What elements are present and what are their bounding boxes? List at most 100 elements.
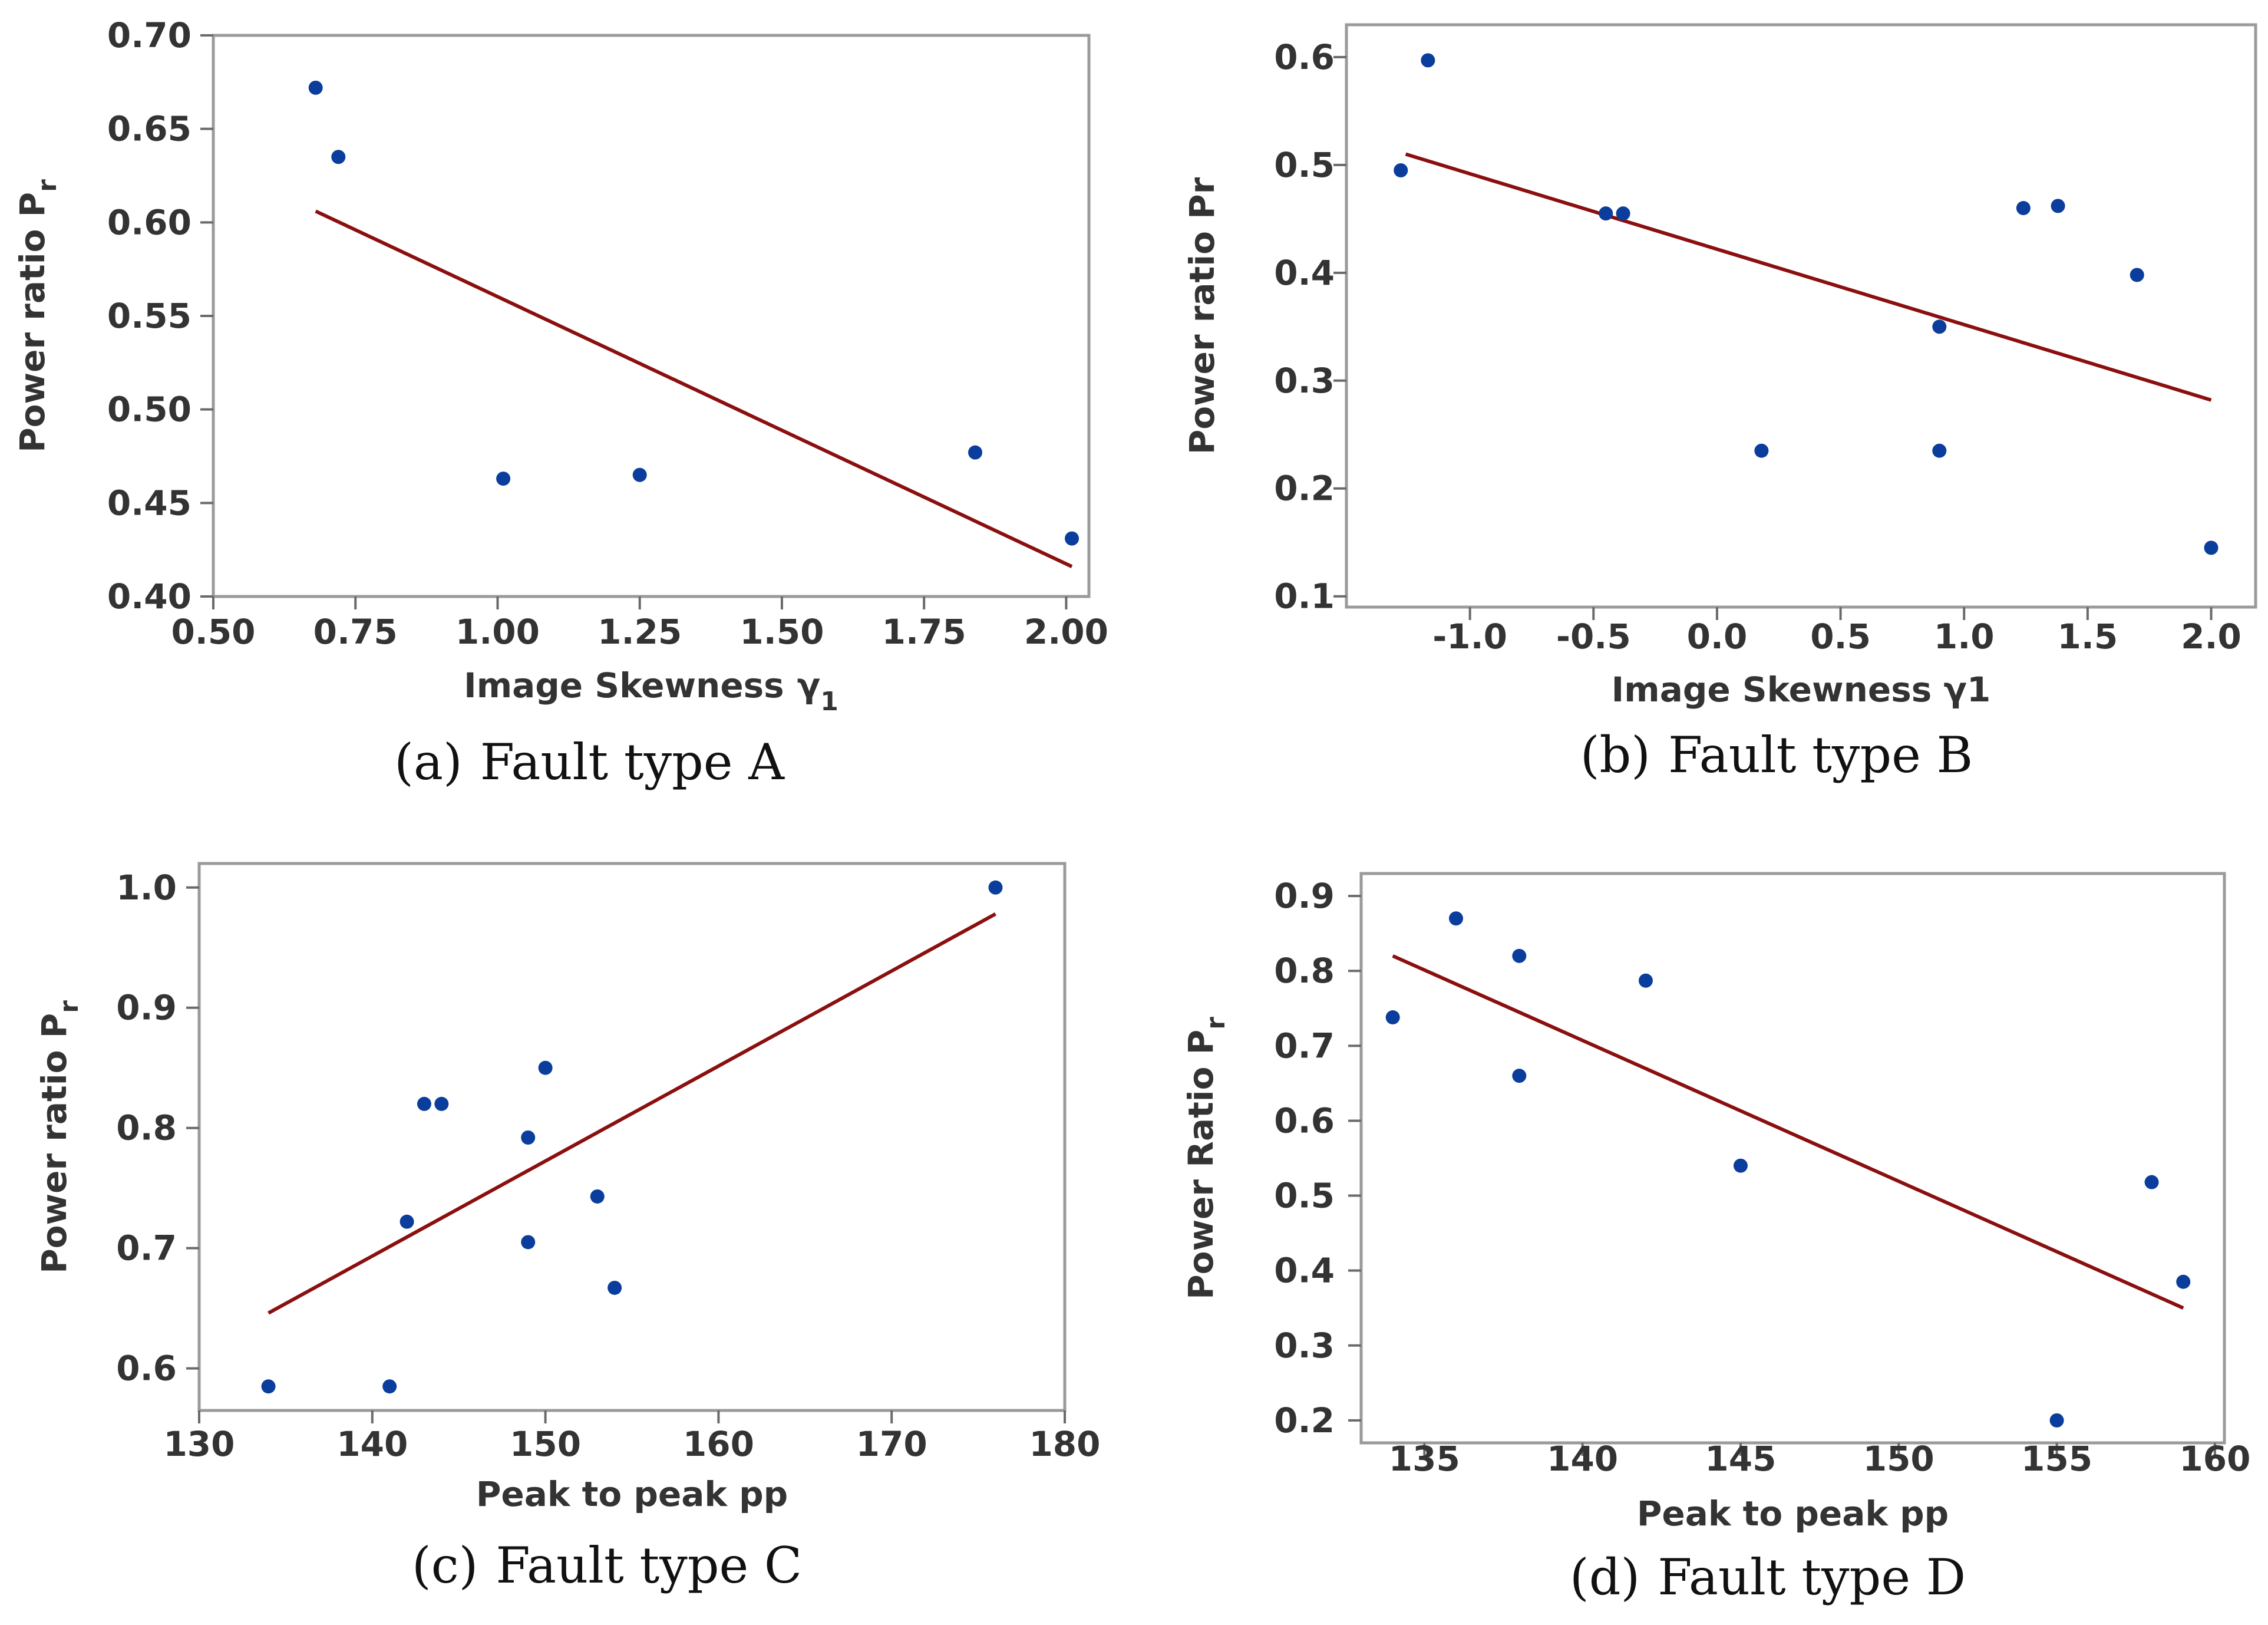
panel-d-x-tick-label: 155 [2021,1439,2092,1479]
panel-a-x-tick-label: 1.00 [455,612,540,652]
panel-b-data-point [1616,206,1630,221]
panel-a-caption: (a) Fault type A [394,733,785,791]
panel-d-x-tick-label: 150 [1863,1439,1934,1479]
panel-c-caption: (c) Fault type C [412,1537,802,1594]
panel-a-data-point [632,467,647,482]
panel-b-y-tick-label: 0.5 [1274,145,1335,185]
panel-c-y-tick-label: 0.9 [116,988,177,1028]
panel-c-data-point [382,1379,397,1394]
panel-b-data-point [1421,53,1435,68]
panel-b-fit-line [1405,152,2212,402]
panel-c-data-point [521,1130,536,1145]
panel-c-fit-line [268,912,996,1315]
panel-a: 0.50 0.75 1.00 1.25 1.50 1.75 2.00 0.40 0.45 0.50… [12,15,1108,791]
panel-a-x-tick-label: 1.75 [882,612,966,652]
panel-d-y-tick-label: 0.4 [1274,1251,1335,1291]
panel-b-data-point [1932,319,1947,334]
panel-d-data-point [1448,911,1463,926]
panel-b-data-point [1599,206,1613,221]
panel-b-caption: (b) Fault type B [1580,726,1973,784]
panel-b-data-point [1394,163,1408,177]
panel-a-x-tick-label: 0.50 [171,612,255,652]
panel-c-y-tick-label: 0.6 [116,1349,177,1389]
panel-d-data-point [1385,1010,1400,1025]
panel-d-data-point [2176,1274,2191,1289]
panel-b-data-point [1932,443,1947,458]
panel-b-x-axis-label: Image Skewness γ1 [1612,670,1991,710]
panel-d-y-tick-label: 0.5 [1274,1176,1335,1216]
panel-a-x-tick-label: 1.50 [740,612,824,652]
panel-b-x-tick-label: 1.0 [1934,617,1995,657]
panel-b-x-tick-label: -1.0 [1432,617,1507,657]
panel-b-x-tick-label: 0.5 [1810,617,1871,657]
panel-b-x-tick-label: 1.5 [2058,617,2118,657]
panel-d-caption: (d) Fault type D [1570,1548,1966,1606]
panel-c-data-point [988,880,1003,895]
panel-d: 135 140 145 150 155 160 0.2 0.3 0.4 0.5 0.6 0.7 0.8 0… [1181,872,2250,1606]
panel-a-fit-line [315,209,1073,568]
panel-d-y-tick-label: 0.3 [1274,1326,1335,1366]
panel-c: 130 140 150 160 170 180 0.6 0.7 0.8 0.9 1.0 Peak to… [34,862,1101,1594]
panel-b-y-tick-label: 0.4 [1274,253,1335,293]
panel-d-y-axis-label: Power Ratio Pr [1181,1017,1231,1300]
panel-b-data-point [2204,540,2219,555]
panel-c-data-point [521,1235,536,1250]
panel-d-plot-area [1359,872,2226,1445]
panel-b-y-tick-label: 0.1 [1274,576,1335,617]
panel-a-x-tick-label: 1.25 [597,612,682,652]
panel-b-data-point [1754,443,1769,458]
panel-a-data-point [496,472,511,486]
panel-c-y-tick-label: 0.7 [116,1228,177,1268]
panel-c-data-point [608,1280,622,1295]
panel-a-data-point [308,80,323,95]
panel-a-y-tick-label: 0.55 [107,296,192,336]
panel-b-x-tick-label: 2.0 [2181,617,2241,657]
panel-d-data-point [2049,1413,2064,1428]
panel-a-x-tick-label: 0.75 [313,612,398,652]
panel-b-data-point [2016,201,2031,216]
panel-c-y-axis-label: Power ratio Pr [34,1000,84,1274]
panel-b-x-tick-label: -0.5 [1556,617,1631,657]
panel-b-y-tick-label: 0.2 [1274,469,1335,509]
panel-b: -1.0 -0.5 0.0 0.5 1.0 1.5 2.0 0.1 0.2 0.3 0.4 0.5 0.… [1182,23,2257,784]
panel-a-y-axis-label: Power ratio Pr [12,179,62,453]
panel-a-y-tick-label: 0.45 [107,483,192,523]
panel-d-y-tick-label: 0.8 [1274,951,1335,991]
panel-a-y-tick-label: 0.65 [107,109,192,149]
panel-d-data-point [1512,1069,1527,1083]
panel-a-y-tick-label: 0.50 [107,390,192,430]
panel-c-x-axis-label: Peak to peak pp [476,1474,788,1514]
panel-a-y-tick-label: 0.40 [107,576,192,617]
panel-d-y-tick-label: 0.6 [1274,1100,1335,1141]
panel-c-data-point [400,1214,414,1229]
panel-c-y-tick-label: 1.0 [116,868,177,908]
panel-a-plot-area [212,34,1091,598]
panel-c-x-tick-label: 150 [510,1424,581,1464]
panel-a-data-point [331,150,346,164]
panel-a-data-point [968,445,983,460]
panel-b-x-tick-label: 0.0 [1687,617,1748,657]
panel-b-data-point [2130,268,2144,282]
panel-d-data-point [1733,1158,1748,1173]
panel-c-data-point [417,1096,431,1111]
panel-d-y-tick-label: 0.2 [1274,1400,1335,1441]
panel-c-x-tick-label: 180 [1029,1424,1100,1464]
panel-d-y-tick-label: 0.9 [1274,876,1335,916]
panel-a-x-axis-label: Image Skewness γ1 [464,665,838,717]
panel-d-fit-line [1392,954,2184,1310]
panel-c-x-tick-label: 130 [163,1424,235,1464]
panel-d-x-axis-label: Peak to peak pp [1637,1494,1949,1534]
panel-a-y-tick-label: 0.70 [107,15,192,55]
panel-a-data-point [1065,531,1079,546]
panel-b-data-point [2051,199,2065,213]
panel-d-y-tick-label: 0.7 [1274,1026,1335,1066]
panel-d-x-tick-label: 145 [1705,1439,1776,1479]
panel-b-y-tick-label: 0.3 [1274,361,1335,401]
panel-d-x-tick-label: 160 [2179,1439,2250,1479]
panel-d-x-tick-label: 135 [1389,1439,1460,1479]
panel-a-x-tick-label: 2.00 [1024,612,1108,652]
panel-b-y-tick-label: 0.6 [1274,37,1335,77]
panel-d-data-point [1638,973,1653,988]
panel-c-data-point [261,1379,276,1394]
